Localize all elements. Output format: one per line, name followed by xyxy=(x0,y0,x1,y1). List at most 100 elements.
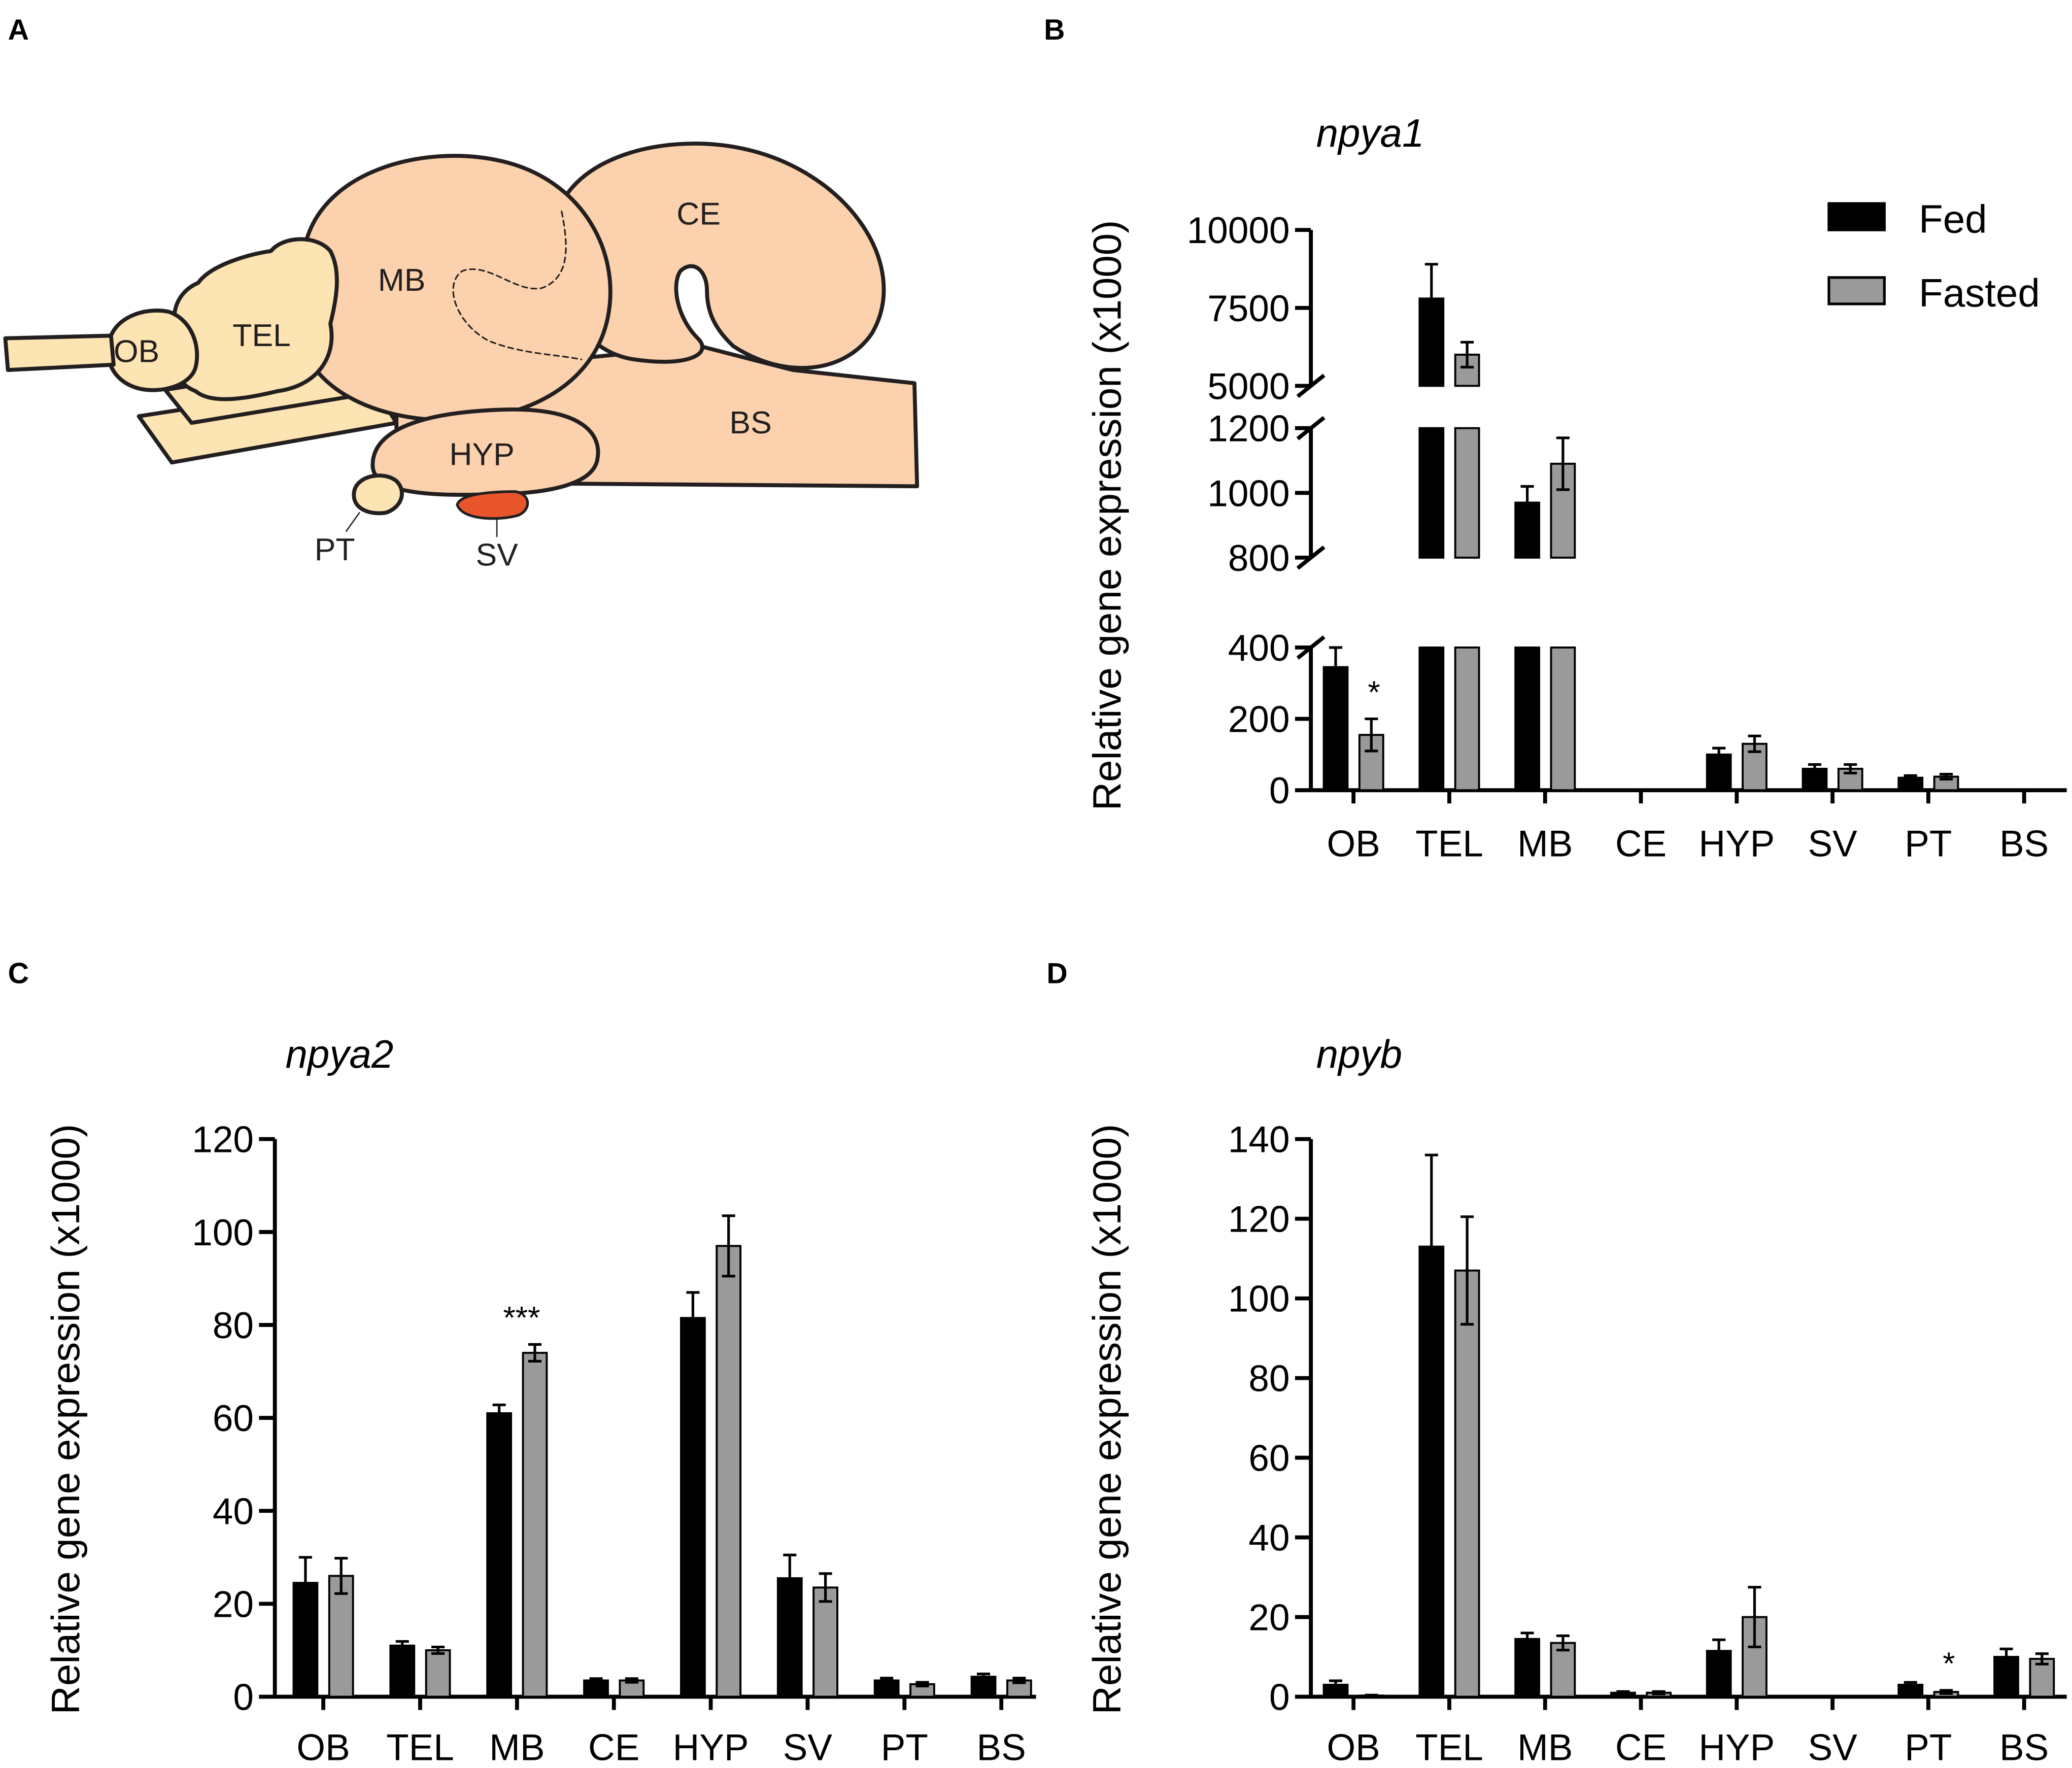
olfactory-bulb-region xyxy=(106,309,199,392)
y-tick-label-60: 60 xyxy=(213,1398,254,1439)
olfactory-nerve xyxy=(3,333,116,372)
pituitary-region xyxy=(352,473,404,516)
legend-swatch-fasted xyxy=(1827,276,1886,305)
y-tick-label-1200: 1200 xyxy=(1207,409,1289,450)
y-tick-label-10000: 10000 xyxy=(1187,210,1290,251)
x-tick-label-sv: SV xyxy=(1808,823,1857,864)
x-tick-label-ob: OB xyxy=(1327,1727,1380,1768)
panel-label-b: B xyxy=(1044,14,1065,46)
significance-marker: * xyxy=(1943,1646,1955,1682)
bar-fed-sv xyxy=(776,1577,803,1698)
y-tick-label-0: 0 xyxy=(1269,770,1290,811)
bar-fed-pt xyxy=(1897,776,1924,792)
bar-fed-tel xyxy=(1418,1245,1445,1698)
chart-title: npya1 xyxy=(1316,111,1424,155)
y-tick-label-0: 0 xyxy=(233,1677,254,1718)
y-tick-label-60: 60 xyxy=(1248,1438,1289,1479)
x-tick-label-mb: MB xyxy=(1517,1727,1573,1768)
brain-label-ce: CE xyxy=(676,196,721,232)
y-tick-label-20: 20 xyxy=(1248,1597,1289,1639)
x-tick-label-pt: PT xyxy=(881,1727,928,1768)
y-tick-label-40: 40 xyxy=(213,1491,254,1532)
panel-label-d: D xyxy=(1046,957,1067,990)
bar-fed-mb xyxy=(1514,647,1540,792)
chart-npyb: npyb Relative gene expression (x1000) 0 20 4… xyxy=(1084,1032,2067,1768)
bar-fasted-ob xyxy=(328,1575,354,1698)
bar-fed-ce xyxy=(583,1679,609,1698)
telencephalon-region xyxy=(172,237,339,401)
x-tick-label-mb: MB xyxy=(1517,823,1573,864)
significance-marker: * xyxy=(1368,674,1380,710)
x-tick-label-hyp: HYP xyxy=(1699,823,1775,864)
bar-fed-ce xyxy=(1610,1691,1636,1698)
x-tick-label-tel: TEL xyxy=(1415,823,1483,864)
y-tick-label-7500: 7500 xyxy=(1207,288,1289,329)
tectum-boundary-dashed xyxy=(452,211,583,360)
pt-leader-line xyxy=(345,512,360,532)
bar-fed-tel xyxy=(1418,647,1445,792)
bar-fasted-tel xyxy=(425,1649,451,1698)
bar-fed-pt xyxy=(873,1679,900,1698)
y-tick-label-800: 800 xyxy=(1228,538,1290,579)
x-tick-label-tel: TEL xyxy=(1415,1727,1483,1768)
bar-fed-tel xyxy=(389,1644,416,1698)
bar-fasted-tel xyxy=(1454,1269,1480,1698)
bar-fed-tel xyxy=(1418,427,1445,559)
x-tick-label-ce: CE xyxy=(1615,1727,1667,1768)
bar-fasted-mb xyxy=(522,1351,548,1698)
hypothalamus-region xyxy=(370,407,600,497)
y-tick-label-1000: 1000 xyxy=(1207,473,1289,514)
y-tick-label-5000: 5000 xyxy=(1207,366,1289,407)
bar-fasted-tel xyxy=(1454,647,1480,792)
bar-fed-ob xyxy=(1322,666,1349,792)
chart-title: npya2 xyxy=(285,1032,393,1076)
saccus-vasculosus-region xyxy=(456,490,529,520)
y-tick-label-400: 400 xyxy=(1228,628,1290,669)
chart-npya2: npya2 Relative gene expression (x1000) 0 20… xyxy=(43,1032,1036,1768)
brain-label-hyp: HYP xyxy=(449,437,514,472)
x-tick-label-mb: MB xyxy=(489,1727,545,1768)
bar-fasted-mb xyxy=(1550,647,1576,792)
legend-label-fed: Fed xyxy=(1919,196,1987,241)
x-tick-label-hyp: HYP xyxy=(1699,1727,1775,1768)
bar-fed-bs xyxy=(970,1676,997,1698)
y-tick-label-0: 0 xyxy=(1269,1677,1290,1718)
brain-label-mb: MB xyxy=(378,262,426,298)
y-axis-label: Relative gene expression (x1000) xyxy=(1084,220,1129,811)
brain-label-sv: SV xyxy=(475,537,518,573)
bar-fed-hyp xyxy=(1706,1650,1732,1698)
bar-fed-hyp xyxy=(1706,753,1732,792)
chart-npya1: npya1 Relative gene expression (x1000) 0 20… xyxy=(1084,111,2067,864)
y-tick-label-20: 20 xyxy=(213,1584,254,1625)
significance-marker: *** xyxy=(503,1300,540,1336)
y-axis-label: Relative gene expression (x1000) xyxy=(43,1124,88,1715)
brain-diagram xyxy=(3,142,920,537)
brain-label-pt: PT xyxy=(315,532,355,567)
legend-label-fasted: Fasted xyxy=(1919,270,2040,315)
bar-fed-mb xyxy=(1514,1638,1540,1698)
panel-label-a: A xyxy=(8,14,29,46)
x-tick-label-tel: TEL xyxy=(386,1727,454,1768)
y-tick-label-100: 100 xyxy=(192,1212,254,1253)
brain-label-ob: OB xyxy=(114,333,159,369)
bar-fed-pt xyxy=(1897,1684,1924,1698)
x-tick-label-pt: PT xyxy=(1905,823,1952,864)
y-tick-label-120: 120 xyxy=(192,1119,254,1161)
x-tick-label-bs: BS xyxy=(977,1727,1026,1768)
bar-fed-mb xyxy=(1514,501,1540,559)
x-tick-label-hyp: HYP xyxy=(673,1727,749,1768)
bar-fed-mb xyxy=(486,1412,513,1698)
brain-label-bs: BS xyxy=(729,405,771,440)
y-tick-label-140: 140 xyxy=(1228,1119,1290,1161)
y-tick-label-80: 80 xyxy=(1248,1358,1289,1400)
bar-fed-hyp xyxy=(680,1317,706,1698)
x-tick-label-ce: CE xyxy=(588,1727,639,1768)
y-tick-label-200: 200 xyxy=(1228,699,1290,740)
bar-fed-ob xyxy=(1322,1684,1349,1698)
y-tick-label-120: 120 xyxy=(1228,1199,1290,1240)
cerebellum-region xyxy=(550,142,886,370)
bar-fasted-sv xyxy=(812,1586,838,1698)
x-tick-label-ob: OB xyxy=(1327,823,1380,864)
